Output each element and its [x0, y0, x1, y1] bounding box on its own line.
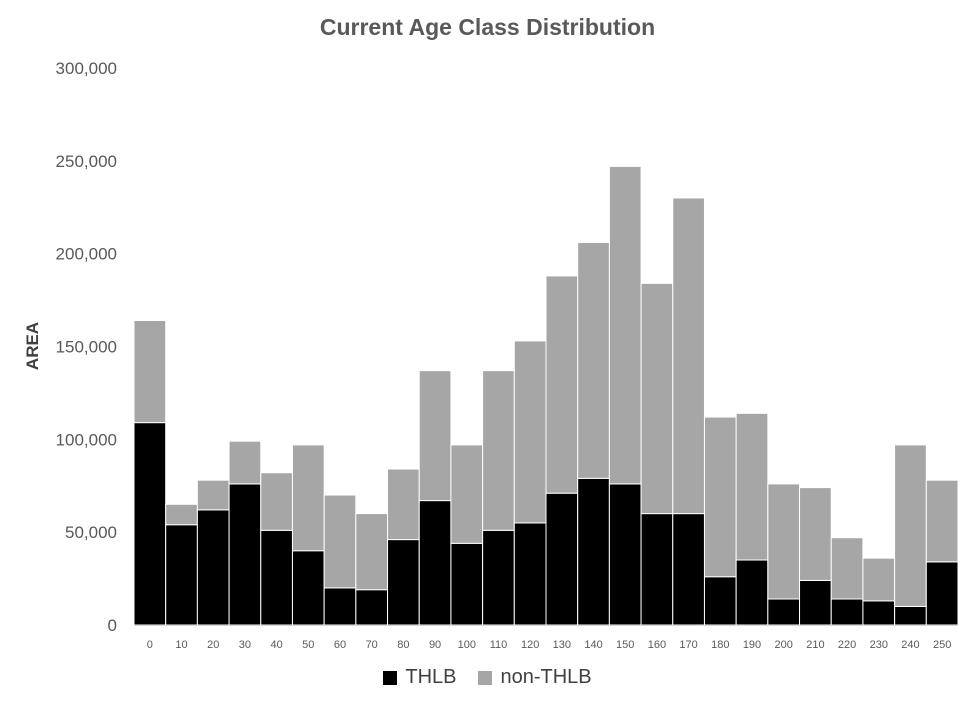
bar-non-thlb: [545, 275, 579, 494]
bar-non-thlb: [830, 537, 864, 600]
x-tick-label: 100: [458, 639, 476, 651]
bar-non-thlb: [767, 483, 801, 600]
bar-thlb: [767, 598, 801, 626]
x-tick-label: 130: [553, 639, 571, 651]
bar-non-thlb: [228, 440, 262, 485]
bar-non-thlb: [196, 479, 230, 511]
x-tick-label: 80: [397, 639, 409, 651]
bar-thlb: [482, 529, 515, 626]
x-tick-label: 140: [584, 639, 602, 651]
bar-non-thlb: [260, 472, 293, 531]
bar-thlb: [862, 600, 896, 626]
x-tick-label: 180: [711, 639, 729, 651]
legend-item: non-THLB: [478, 666, 592, 689]
y-tick-label: 150,000: [56, 338, 117, 357]
x-tick-label: 240: [901, 639, 919, 651]
y-tick-label: 200,000: [56, 245, 117, 264]
bar-thlb: [894, 605, 927, 626]
bar-thlb: [513, 522, 547, 626]
bar-thlb: [703, 576, 737, 626]
legend-label: non-THLB: [500, 666, 592, 688]
chart-title: Current Age Class Distribution: [319, 14, 656, 40]
bar-non-thlb: [355, 513, 389, 591]
bar-non-thlb: [925, 479, 959, 563]
bar-non-thlb: [418, 370, 452, 502]
legend-label: THLB: [405, 666, 457, 688]
y-tick-label: 0: [108, 616, 117, 635]
bar-non-thlb: [672, 197, 705, 515]
y-tick-label: 300,000: [56, 59, 117, 78]
y-tick-label: 50,000: [65, 523, 117, 542]
bar-non-thlb: [799, 487, 832, 581]
x-tick-label: 210: [806, 639, 824, 651]
x-tick-label: 170: [679, 639, 697, 651]
x-tick-label: 190: [743, 639, 761, 651]
bar-non-thlb: [894, 444, 927, 607]
legend-swatch: [383, 670, 398, 685]
x-tick-label: 120: [521, 639, 539, 651]
bar-thlb: [640, 513, 674, 626]
bar-non-thlb: [735, 412, 769, 561]
x-tick-label: 90: [429, 639, 441, 651]
x-tick-label: 220: [838, 639, 856, 651]
x-tick-label: 160: [648, 639, 666, 651]
legend-swatch: [478, 670, 493, 685]
bar-thlb: [228, 483, 262, 626]
bar-thlb: [735, 559, 769, 626]
x-tick-label: 200: [775, 639, 793, 651]
x-tick-label: 150: [616, 639, 634, 651]
bar-non-thlb: [608, 165, 642, 485]
bar-thlb: [925, 561, 959, 626]
bar-non-thlb: [513, 340, 547, 524]
bar-non-thlb: [703, 416, 737, 578]
legend: THLB non-THLB: [0, 666, 975, 689]
x-tick-label: 60: [334, 639, 346, 651]
x-tick-label: 70: [366, 639, 378, 651]
bar-non-thlb: [165, 503, 198, 526]
bar-non-thlb: [450, 444, 484, 544]
x-tick-label: 40: [270, 639, 282, 651]
bar-non-thlb: [387, 468, 420, 541]
x-tick-label: 10: [175, 639, 187, 651]
bar-thlb: [291, 550, 325, 626]
bar-thlb: [323, 587, 357, 626]
legend-item: THLB: [383, 666, 456, 689]
bar-non-thlb: [640, 282, 674, 515]
bar-thlb: [608, 483, 642, 626]
bar-thlb: [260, 529, 293, 626]
x-tick-label: 0: [147, 639, 153, 651]
bar-thlb: [165, 524, 198, 626]
y-tick-label: 100,000: [56, 430, 117, 449]
x-tick-label: 250: [933, 639, 951, 651]
x-tick-label: 50: [302, 639, 314, 651]
bar-non-thlb: [323, 494, 357, 589]
bar-non-thlb: [577, 242, 610, 479]
bar-non-thlb: [482, 370, 515, 531]
bar-non-thlb: [291, 444, 325, 552]
x-tick-label: 20: [207, 639, 219, 651]
x-tick-label: 30: [239, 639, 251, 651]
y-tick-label: 250,000: [56, 152, 117, 171]
bar-thlb: [418, 500, 452, 626]
bar-non-thlb: [133, 320, 167, 424]
bar-thlb: [196, 509, 230, 626]
bar-thlb: [545, 492, 579, 626]
bar-thlb: [830, 598, 864, 626]
bar-thlb: [799, 579, 832, 626]
bar-non-thlb: [862, 557, 896, 602]
x-tick-label: 110: [490, 639, 508, 651]
bar-thlb: [355, 589, 389, 626]
bar-thlb: [672, 513, 705, 626]
bar-thlb: [577, 477, 610, 626]
bar-thlb: [387, 539, 420, 626]
bar-thlb: [450, 542, 484, 626]
bar-thlb: [133, 422, 167, 626]
x-tick-label: 230: [870, 639, 888, 651]
